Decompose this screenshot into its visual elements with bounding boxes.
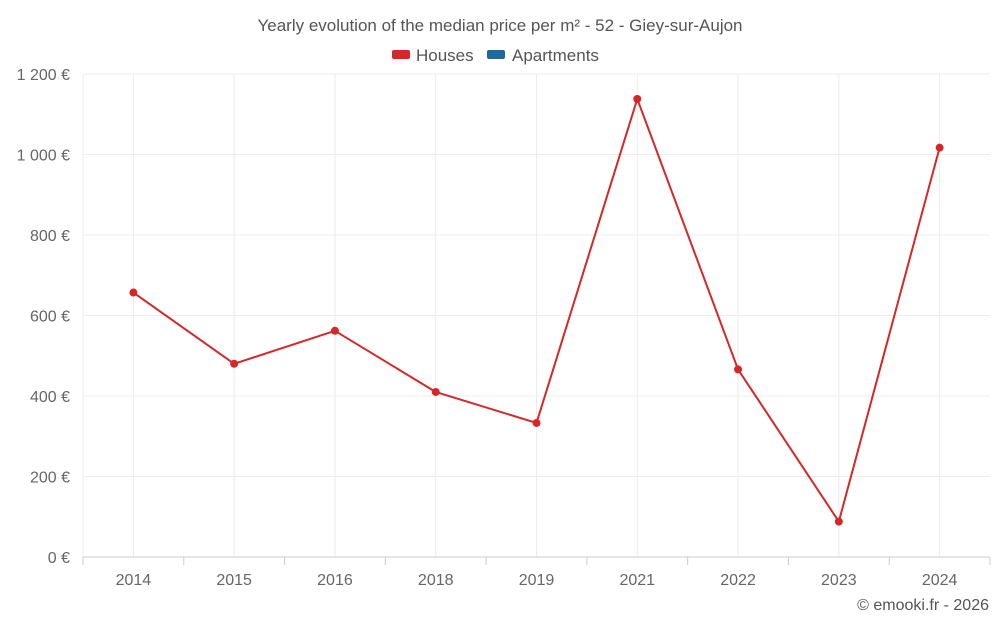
houses-point-2014[interactable] (129, 288, 138, 297)
y-tick-label: 400 € (30, 389, 70, 406)
x-tick-label: 2021 (619, 572, 655, 589)
legend: Houses Apartments (392, 46, 599, 65)
x-axis-ticks: 2014 2015 2016 2018 2019 2021 2022 2023 2024 (82, 557, 991, 589)
x-tick-label: 2016 (317, 572, 353, 589)
legend-label-houses: Houses (416, 46, 474, 65)
y-axis-ticks: 0 € 200 € 400 € 600 € 800 € 1 000 € 1 200 € (17, 67, 70, 567)
houses-point-2015[interactable] (230, 359, 239, 368)
legend-item-apartments[interactable]: Apartments (487, 46, 599, 65)
y-tick-label: 800 € (30, 228, 70, 245)
houses-point-2023[interactable] (834, 517, 843, 526)
y-tick-label: 1 000 € (17, 148, 70, 165)
houses-point-2019[interactable] (532, 418, 541, 427)
x-tick-label: 2024 (922, 572, 958, 589)
x-tick-label: 2018 (418, 572, 454, 589)
grid (82, 73, 990, 558)
chart-title: Yearly evolution of the median price per… (257, 16, 742, 35)
x-tick-label: 2022 (720, 572, 756, 589)
y-tick-label: 0 € (48, 550, 70, 567)
houses-point-2021[interactable] (633, 94, 642, 103)
y-tick-label: 1 200 € (17, 67, 70, 84)
houses-point-2018[interactable] (431, 387, 440, 396)
footer-credit: © emooki.fr - 2026 (857, 597, 989, 614)
x-tick-label: 2019 (519, 572, 555, 589)
x-tick-label: 2014 (116, 572, 152, 589)
houses-point-2022[interactable] (734, 365, 743, 374)
y-tick-label: 200 € (30, 470, 70, 487)
legend-item-houses[interactable]: Houses (392, 46, 474, 65)
houses-point-2016[interactable] (330, 326, 339, 335)
x-tick-label: 2023 (821, 572, 857, 589)
x-tick-label: 2015 (216, 572, 252, 589)
legend-swatch-apartments (487, 50, 505, 59)
legend-swatch-houses (392, 50, 410, 59)
series-houses (129, 94, 944, 526)
y-tick-label: 600 € (30, 309, 70, 326)
houses-point-2024[interactable] (935, 143, 944, 152)
legend-label-apartments: Apartments (512, 46, 599, 65)
